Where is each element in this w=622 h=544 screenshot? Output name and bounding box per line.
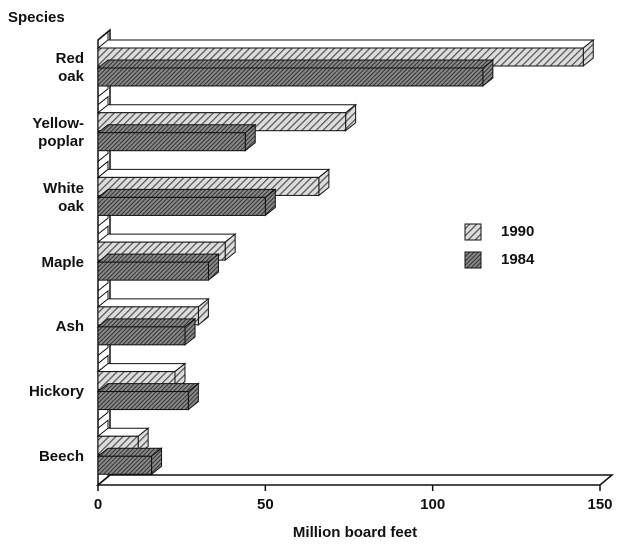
- category-label: Red oak: [55, 50, 84, 86]
- category-label: Beech: [38, 447, 84, 465]
- x-tick-label: 150: [587, 496, 612, 513]
- bar-top: [96, 124, 257, 134]
- bar: [97, 391, 189, 411]
- bar-top: [96, 253, 220, 263]
- bar-top: [96, 39, 595, 49]
- bar-top: [96, 233, 237, 243]
- bar: [97, 326, 186, 346]
- bar: [97, 132, 246, 152]
- bar-top: [96, 318, 197, 328]
- bar-top: [96, 188, 277, 198]
- bar-top: [96, 59, 495, 69]
- category-label: White oak: [43, 179, 84, 215]
- legend-swatch: [464, 223, 482, 241]
- bar-top: [96, 104, 358, 114]
- category-label: Ash: [55, 318, 84, 336]
- bar-top: [96, 168, 331, 178]
- legend-swatch: [464, 251, 482, 269]
- bar-top: [96, 363, 187, 373]
- category-label: Hickory: [28, 382, 84, 400]
- bar: [97, 196, 266, 216]
- bar-top: [96, 447, 163, 457]
- y-axis-title: Species: [8, 9, 65, 26]
- bar-top: [96, 383, 200, 393]
- bar: [97, 67, 484, 87]
- x-tick-label: 50: [257, 496, 274, 513]
- x-tick-label: 0: [94, 496, 102, 513]
- bar: [97, 455, 153, 475]
- floor: [95, 474, 615, 486]
- category-label: Yellow- poplar: [32, 115, 84, 151]
- bar: [97, 261, 209, 281]
- x-tick-label: 100: [420, 496, 445, 513]
- bar-top: [96, 298, 210, 308]
- legend-label: 1990: [501, 223, 534, 240]
- category-label: Maple: [41, 253, 84, 271]
- x-axis-title: Million board feet: [293, 524, 417, 541]
- legend-label: 1984: [501, 251, 535, 268]
